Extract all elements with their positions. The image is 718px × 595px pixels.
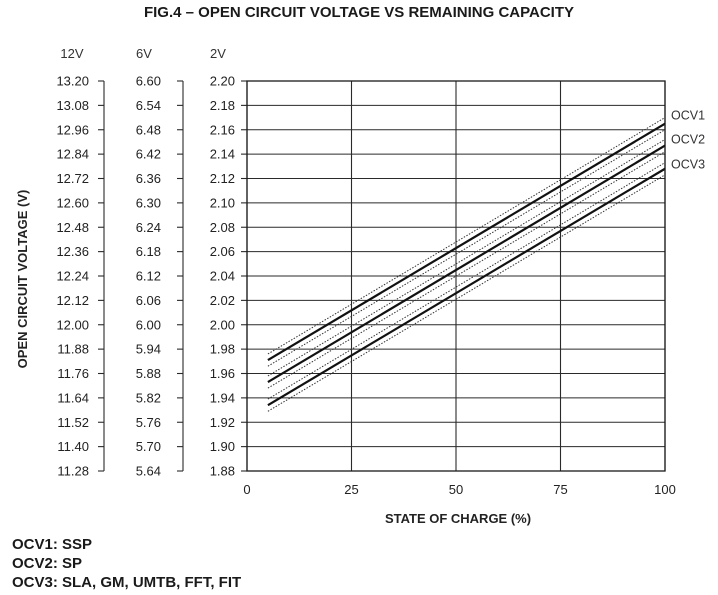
y-tick-label: 6.54: [136, 98, 161, 113]
y-tick-label: 13.20: [56, 74, 89, 89]
x-axis-title: STATE OF CHARGE (%): [385, 511, 531, 526]
series-label-ocv1: OCV1: [671, 109, 705, 123]
y-tick-label: 1.90: [210, 439, 235, 454]
series-notes: OCV1: SSP OCV2: SP OCV3: SLA, GM, UMTB, …: [12, 535, 241, 592]
y-tick-label: 2.12: [210, 171, 235, 186]
y-tick-label: 2.14: [210, 147, 235, 162]
series-line-ocv1: [267, 122, 666, 362]
note-ocv3: OCV3: SLA, GM, UMTB, FFT, FIT: [12, 574, 242, 591]
note-ocv1: OCV1: SSP: [12, 536, 93, 553]
series-band-lower: [267, 151, 666, 389]
y-tick-label: 12.24: [56, 269, 89, 284]
y-tick-label: 6.30: [136, 195, 161, 210]
y-tick-label: 2.06: [210, 244, 235, 259]
series-band-upper: [267, 117, 666, 355]
y-tick-label: 1.94: [210, 390, 235, 405]
y-tick-label: 11.64: [57, 390, 89, 405]
y-axis-header-6v: 6V: [136, 46, 152, 61]
y-tick-label: 12.12: [56, 293, 89, 308]
y-tick-label: 2.08: [210, 220, 235, 235]
y-tick-label: 1.96: [210, 366, 235, 381]
y-tick-label: 6.48: [136, 122, 161, 137]
y-tick-label: 1.92: [210, 415, 235, 430]
y-tick-label: 12.48: [56, 220, 89, 235]
y-tick-label: 2.10: [210, 195, 235, 210]
y-tick-label: 11.40: [57, 439, 89, 454]
series-label-ocv3: OCV3: [671, 158, 705, 172]
y-tick-label: 5.82: [136, 390, 161, 405]
x-tick-label: 0: [243, 482, 250, 497]
note-ocv2: OCV2: SP: [12, 555, 83, 572]
y-tick-label: 2.04: [210, 269, 235, 284]
y-tick-label: 6.24: [136, 220, 161, 235]
y-tick-label: 12.72: [56, 171, 89, 186]
y-tick-label: 6.12: [136, 269, 161, 284]
y-tick-label: 12.96: [56, 122, 89, 137]
y-axis-title: OPEN CIRCUIT VOLTAGE (V): [15, 190, 30, 369]
series-band-upper: [267, 162, 666, 400]
y-tick-label: 11.76: [57, 366, 89, 381]
series-line-ocv2: [267, 144, 666, 383]
y-tick-label: 12.36: [56, 244, 89, 259]
x-tick-label: 75: [553, 482, 567, 497]
x-tick-label: 50: [449, 482, 463, 497]
chart-title: FIG.4 – OPEN CIRCUIT VOLTAGE VS REMAININ…: [143, 4, 575, 21]
y-tick-label: 12.60: [56, 195, 89, 210]
y-tick-label: 6.06: [136, 293, 161, 308]
y-tick-label: 6.60: [136, 74, 161, 89]
y-tick-label: 12.84: [56, 147, 89, 162]
y-tick-label: 2.18: [210, 98, 235, 113]
y-tick-label: 6.42: [136, 147, 161, 162]
y-tick-label: 5.76: [136, 415, 161, 430]
y-tick-label: 11.52: [57, 415, 89, 430]
y-tick-label: 2.00: [210, 317, 235, 332]
y-tick-label: 5.88: [136, 366, 161, 381]
series-band-upper: [267, 139, 666, 377]
plot-border: [246, 80, 666, 472]
y-tick-label: 6.36: [136, 171, 161, 186]
y-tick-label: 5.64: [136, 464, 161, 479]
y-tick-label: 6.00: [136, 317, 161, 332]
y-axis-header-12v: 12V: [60, 46, 83, 61]
series-line-ocv3: [267, 167, 666, 407]
y-tick-label: 2.20: [210, 74, 235, 89]
y-tick-label: 1.98: [210, 342, 235, 357]
y-tick-label: 13.08: [56, 98, 89, 113]
y-tick-label: 2.16: [210, 122, 235, 137]
series-band-lower: [267, 129, 666, 367]
y-tick-label: 12.00: [56, 317, 89, 332]
y-tick-label: 11.88: [57, 342, 89, 357]
y-tick-label: 5.94: [136, 342, 161, 357]
series-band-lower: [267, 174, 666, 412]
y-tick-label: 6.18: [136, 244, 161, 259]
series-label-ocv2: OCV2: [671, 133, 705, 147]
x-tick-label: 100: [654, 482, 676, 497]
y-axis-header-2v: 2V: [210, 46, 226, 61]
y-tick-label: 1.88: [210, 464, 235, 479]
y-tick-label: 2.02: [210, 293, 235, 308]
x-tick-label: 25: [344, 482, 358, 497]
y-tick-label: 5.70: [136, 439, 161, 454]
y-tick-label: 11.28: [57, 464, 89, 479]
